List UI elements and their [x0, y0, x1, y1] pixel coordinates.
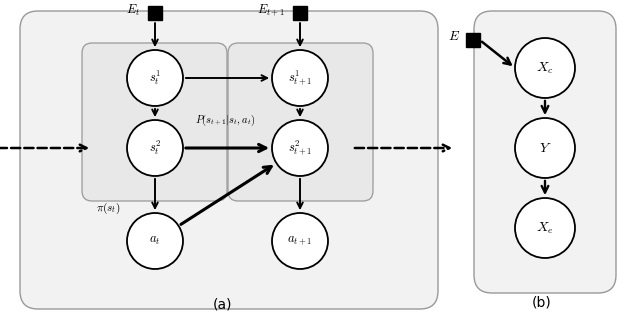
Circle shape [272, 213, 328, 269]
Bar [467, 33, 480, 47]
Text: $Y$: $Y$ [539, 141, 551, 155]
Text: $E_t$: $E_t$ [125, 3, 140, 18]
Text: $s_{t+1}^2$: $s_{t+1}^2$ [288, 139, 312, 157]
FancyBboxPatch shape [228, 43, 373, 201]
Text: (a): (a) [212, 298, 232, 312]
Circle shape [127, 213, 183, 269]
Circle shape [127, 50, 183, 106]
Text: $a_{t+1}$: $a_{t+1}$ [287, 234, 312, 248]
Circle shape [515, 38, 575, 98]
Text: $\pi(s_t)$: $\pi(s_t)$ [96, 200, 120, 216]
Bar [292, 6, 307, 20]
Text: $E$: $E$ [448, 29, 460, 43]
FancyBboxPatch shape [474, 11, 616, 293]
Text: $X_e$: $X_e$ [536, 220, 554, 236]
FancyBboxPatch shape [20, 11, 438, 309]
Text: $E_{t+1}$: $E_{t+1}$ [257, 2, 285, 18]
Text: $a_t$: $a_t$ [149, 234, 161, 248]
FancyBboxPatch shape [82, 43, 227, 201]
Circle shape [272, 120, 328, 176]
Circle shape [515, 198, 575, 258]
Text: $s_{t+1}^1$: $s_{t+1}^1$ [288, 69, 312, 87]
Text: $X_c$: $X_c$ [536, 60, 554, 76]
Circle shape [515, 118, 575, 178]
Text: (b): (b) [532, 296, 552, 310]
Text: $P(s_{t+1}|s_t, a_t)$: $P(s_{t+1}|s_t, a_t)$ [195, 112, 255, 128]
Circle shape [127, 120, 183, 176]
Text: $s_t^1$: $s_t^1$ [149, 69, 161, 87]
Bar [148, 6, 163, 20]
Text: $s_t^2$: $s_t^2$ [148, 139, 161, 157]
Circle shape [272, 50, 328, 106]
